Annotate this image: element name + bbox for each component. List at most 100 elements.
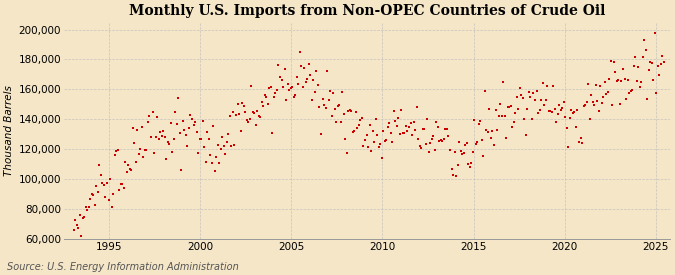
Point [457,152,468,156]
Point [485,136,496,141]
Point [502,104,513,109]
Point [215,147,226,151]
Point [302,77,313,81]
Point [342,151,352,155]
Point [220,152,231,156]
Point [122,170,132,174]
Point [294,50,305,54]
Point [323,98,334,103]
Point [593,108,604,113]
Point [489,143,500,147]
Point [250,122,261,127]
Point [350,110,361,114]
Point [221,140,232,144]
Point [405,120,416,125]
Point [322,69,333,73]
Point [620,97,631,101]
Point [253,113,264,118]
Point [637,54,648,59]
Point [578,104,589,108]
Point [601,92,612,96]
Point [156,133,167,138]
Point [518,96,529,100]
Point [128,125,138,130]
Point [445,148,456,152]
Point [393,116,404,120]
Point [477,138,487,142]
Point [74,213,85,218]
Point [514,86,525,90]
Point [335,120,346,124]
Point [508,120,519,124]
Point [358,144,369,148]
Point [467,150,478,155]
Point [421,142,431,146]
Point [605,59,616,64]
Point [501,136,512,140]
Point [431,120,441,124]
Point [214,160,225,165]
Point [428,134,439,139]
Point [355,118,366,122]
Point [198,145,209,150]
Point [381,138,392,142]
Point [418,127,429,131]
Point [340,136,351,141]
Point [135,147,146,151]
Point [316,132,327,136]
Point [276,78,287,82]
Point [587,100,598,104]
Point [602,90,613,94]
Point [80,205,91,209]
Point [545,109,556,113]
Point [244,116,255,121]
Point [630,55,641,59]
Point [138,155,148,159]
Point [435,138,446,143]
Point [576,141,587,145]
Point [130,160,141,164]
Point [410,127,421,132]
Point [360,138,371,142]
Point [520,133,531,138]
Point [526,116,537,121]
Point [144,114,155,118]
Point [643,68,654,72]
Point [344,108,355,112]
Point [105,177,115,181]
Point [542,83,553,88]
Point [496,114,507,118]
Point [288,95,299,99]
Point [132,127,142,132]
Point [458,151,469,155]
Point [399,131,410,135]
Point [252,109,263,113]
Point [231,113,242,118]
Point [240,110,250,115]
Point [519,117,530,121]
Point [313,83,323,87]
Point [546,110,557,115]
Point [82,207,92,212]
Point [265,85,276,90]
Point [384,121,395,125]
Point [434,138,445,143]
Point [592,99,603,103]
Point [320,106,331,110]
Point [334,103,345,107]
Point [625,89,636,93]
Point [536,98,547,103]
Point [425,141,435,145]
Point [162,140,173,144]
Point [653,64,664,68]
Point [560,115,571,119]
Point [273,63,284,68]
Point [134,152,144,156]
Point [86,191,97,196]
Point [506,104,516,108]
Point [562,126,572,131]
Point [209,168,220,173]
Point [622,78,633,82]
Point [161,156,171,161]
Point [479,88,490,93]
